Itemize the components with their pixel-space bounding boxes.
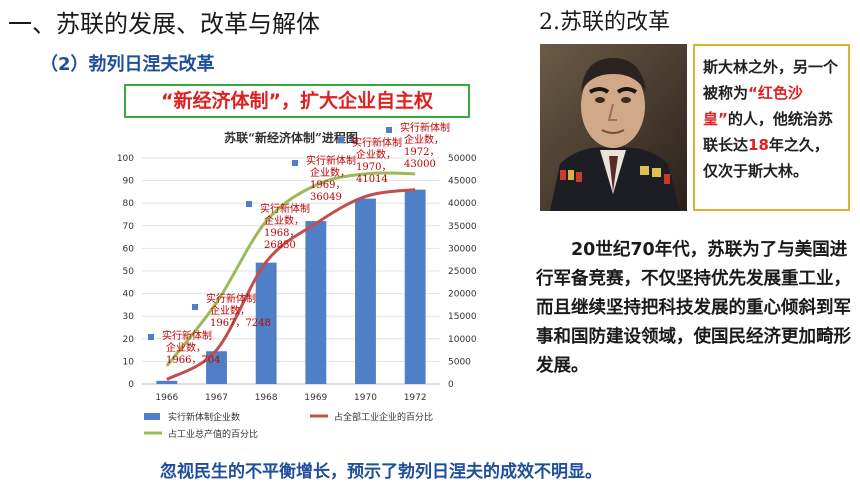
- data-label-1969: 企业数，: [310, 166, 350, 179]
- label-marker: [148, 334, 154, 340]
- x-tick-label: 1970: [354, 393, 377, 403]
- series-line-output-percent: [165, 171, 416, 367]
- right-axis-tick: 50000: [448, 154, 477, 164]
- portrait-illustration: [540, 44, 687, 211]
- section-title: 2.苏联的改革: [539, 10, 670, 35]
- left-axis-tick: 40: [123, 290, 135, 300]
- x-tick-label: 1972: [404, 393, 427, 403]
- legend-label: 实行新体制企业数: [168, 411, 240, 423]
- right-axis-tick: 20000: [448, 290, 477, 300]
- data-label-1970: 41014: [356, 174, 388, 185]
- slide-title: 一、苏联的发展、改革与解体: [8, 10, 320, 38]
- label-marker: [338, 137, 344, 143]
- right-axis-tick: 0: [448, 380, 454, 390]
- right-axis-tick: 15000: [448, 312, 477, 322]
- right-axis-tick: 30000: [448, 244, 477, 254]
- bar-1969: [305, 221, 327, 384]
- slide-subtitle: （2）勃列日涅夫改革: [40, 54, 215, 75]
- data-label-1970: 实行新体制: [352, 136, 402, 149]
- left-axis-tick: 30: [123, 312, 135, 322]
- left-axis-tick: 20: [123, 335, 135, 345]
- series-line-enterprise-percent: [166, 188, 416, 381]
- banner-text: “新经济体制”，扩大企业自主权: [124, 84, 470, 118]
- left-axis-tick: 100: [117, 154, 134, 164]
- quote-text-3: 年之久，仅次于斯大林。: [703, 136, 829, 180]
- data-label-1969: 1969，: [310, 180, 345, 191]
- conclusion-text: 忽视民生的不平衡增长，预示了勃列日涅夫的成效不明显。: [160, 462, 602, 482]
- data-label-1972: 实行新体制: [400, 121, 450, 134]
- quote-text-2: 的人，他统治苏联长达: [703, 110, 833, 154]
- legend-label: 占全部工业企业的百分比: [334, 411, 433, 423]
- quote-highlight-red-tsar: “红色沙皇”: [703, 84, 803, 128]
- x-tick-label: 1967: [205, 393, 228, 403]
- data-label-1968: 1968，: [264, 228, 299, 239]
- bar-1970: [355, 198, 376, 384]
- data-label-1966: 企业数，: [166, 341, 206, 354]
- x-tick-label: 1969: [304, 393, 327, 403]
- right-axis-tick: 5000: [448, 357, 471, 367]
- right-axis-tick: 35000: [448, 222, 477, 232]
- quote-highlight-years: 18: [748, 136, 769, 154]
- bar-1972: [404, 189, 426, 384]
- data-label-1970: 企业数，: [356, 148, 396, 161]
- quote-box: 斯大林之外，另一个被称为“红色沙皇”的人，他统治苏联长达18年之久，仅次于斯大林…: [693, 44, 850, 211]
- data-label-1966: 实行新体制: [162, 329, 212, 342]
- right-axis-tick: 40000: [448, 199, 477, 209]
- reform-chart: 苏联“新经济体制”进程图 0 10 20 30 40 50 60 70 80 90 100 0 5000 1…: [117, 121, 477, 440]
- portrait-image: [540, 44, 687, 211]
- bar-1967: [206, 351, 227, 384]
- left-axis-tick: 80: [123, 199, 135, 209]
- right-axis-tick: 45000: [448, 177, 477, 187]
- data-label-1968: 企业数，: [264, 214, 304, 227]
- legend-swatch: [144, 413, 160, 420]
- x-tick-label: 1968: [255, 393, 278, 403]
- left-axis-tick: 10: [123, 357, 135, 367]
- x-tick-label: 1966: [155, 393, 178, 403]
- data-label-1968: 实行新体制: [260, 202, 310, 215]
- legend-label: 占工业总产值的百分比: [168, 428, 258, 440]
- label-marker: [386, 127, 392, 133]
- chart-title: 苏联“新经济体制”进程图: [224, 130, 358, 145]
- data-label-1969: 36049: [310, 192, 342, 203]
- data-label-1972: 43000: [404, 159, 436, 170]
- data-label-1970: 1970，: [356, 162, 391, 173]
- label-marker: [192, 304, 198, 310]
- left-axis-tick: 50: [123, 267, 135, 277]
- left-axis-tick: 60: [123, 244, 135, 254]
- data-label-1968: 26850: [264, 240, 296, 251]
- data-label-1969: 实行新体制: [306, 154, 356, 167]
- bar-1968: [255, 262, 277, 384]
- left-axis-tick: 90: [123, 177, 135, 187]
- data-label-1967: 实行新体制: [206, 292, 256, 305]
- right-axis-tick: 10000: [448, 335, 477, 345]
- bar-1966: [156, 380, 178, 384]
- data-label-1967: 1967，7248: [210, 318, 271, 329]
- label-marker: [246, 201, 252, 207]
- left-axis-tick: 70: [123, 222, 135, 232]
- data-label-1972: 1972，: [404, 147, 439, 158]
- body-paragraph: 20世纪70年代，苏联为了与美国进行军备竞赛，不仅坚持优先发展重工业，而且继续坚…: [536, 240, 851, 376]
- left-axis-tick: 0: [128, 380, 134, 390]
- right-axis-tick: 25000: [448, 267, 477, 277]
- quote-text-1: 斯大林之外，另一个被称为: [703, 58, 839, 102]
- label-marker: [292, 160, 298, 166]
- data-label-1972: 企业数，: [404, 133, 444, 146]
- data-label-1967: 企业数，: [210, 304, 250, 317]
- data-label-1966: 1966，704: [166, 355, 221, 366]
